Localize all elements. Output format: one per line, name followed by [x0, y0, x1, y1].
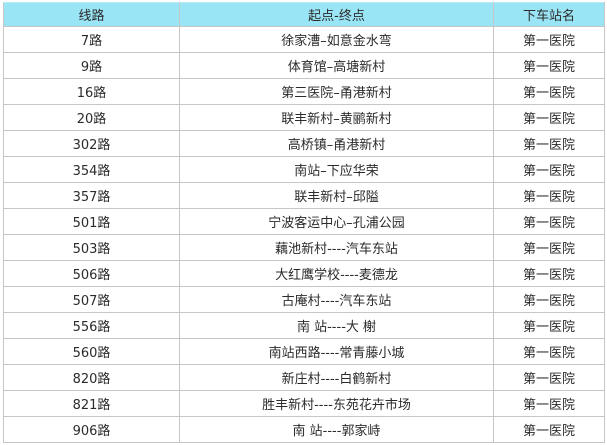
endpoints-cell: 高桥镇–甬港新村 — [179, 130, 494, 157]
route-cell: 821路 — [3, 390, 180, 417]
station-cell: 第一医院 — [493, 286, 605, 313]
column-header-route: 线路 — [3, 2, 180, 27]
route-cell: 503路 — [3, 234, 180, 261]
table-row: 503路 藕池新村----汽车东站 第一医院 — [3, 234, 605, 261]
endpoints-cell: 藕池新村----汽车东站 — [179, 234, 494, 261]
table-row: 16路 第三医院–甬港新村 第一医院 — [3, 78, 605, 105]
table-row: 906路南 站----郭家峙 第一医院 — [3, 416, 605, 443]
route-cell: 7路 — [3, 26, 180, 53]
endpoints-cell: 联丰新村–黄鹂新村 — [179, 104, 494, 131]
endpoints-cell: 第三医院–甬港新村 — [179, 78, 494, 105]
table-row: 820路 新庄村----白鹤新村 第一医院 — [3, 364, 605, 391]
table-row: 556路南 站----大 榭第一医院 — [3, 312, 605, 339]
route-cell: 560路 — [3, 338, 180, 365]
table-body: 7路 徐家漕–如意金水弯 第一医院 9路 体育馆–高塘新村 第一医院 16路 第三医院–甬港新… — [3, 26, 605, 443]
route-cell: 820路 — [3, 364, 180, 391]
table-row: 560路 南站西路----常青藤小城 第一医院 — [3, 338, 605, 365]
station-cell: 第一医院 — [493, 260, 605, 287]
table-row: 302路 高桥镇–甬港新村 第一医院 — [3, 130, 605, 157]
table-row: 20路 联丰新村–黄鹂新村 第一医院 — [3, 104, 605, 131]
endpoints-cell: 南站–下应华荣 — [179, 156, 494, 183]
endpoints-cell: 古庵村----汽车东站 — [179, 286, 494, 313]
station-cell: 第一医院 — [493, 234, 605, 261]
endpoints-cell: 大红鹰学校----麦德龙 — [179, 260, 494, 287]
table-row: 357路 联丰新村–邱隘 第一医院 — [3, 182, 605, 209]
table-header-row: 线路 起点-终点 下车站名 — [3, 2, 605, 27]
endpoints-cell: 宁波客运中心–孔浦公园 — [179, 208, 494, 235]
station-cell: 第一医院 — [493, 312, 605, 339]
station-cell: 第一医院 — [493, 390, 605, 417]
station-cell: 第一医院 — [493, 52, 605, 79]
bus-routes-table-wrap: 线路 起点-终点 下车站名 7路 徐家漕–如意金水弯 第一医院 9路 体育馆–高塘新村第… — [3, 2, 605, 443]
table-row: 354路 南站–下应华荣 第一医院 — [3, 156, 605, 183]
table-row: 821路 胜丰新村----东苑花卉市场 第一医院 — [3, 390, 605, 417]
route-cell: 357路 — [3, 182, 180, 209]
station-cell: 第一医院 — [493, 364, 605, 391]
endpoints-cell: 南 站----郭家峙 — [179, 416, 494, 443]
table-row: 506路 大红鹰学校----麦德龙 第一医院 — [3, 260, 605, 287]
route-cell: 9路 — [3, 52, 180, 79]
endpoints-cell: 体育馆–高塘新村 — [179, 52, 494, 79]
route-cell: 906路 — [3, 416, 180, 443]
table-row: 501路 宁波客运中心–孔浦公园 第一医院 — [3, 208, 605, 235]
table-row: 9路 体育馆–高塘新村 第一医院 — [3, 52, 605, 79]
endpoints-cell: 南 站----大 榭 — [179, 312, 494, 339]
route-cell: 16路 — [3, 78, 180, 105]
station-cell: 第一医院 — [493, 130, 605, 157]
table-row: 507路 古庵村----汽车东站 第一医院 — [3, 286, 605, 313]
route-cell: 501路 — [3, 208, 180, 235]
endpoints-cell: 徐家漕–如意金水弯 — [179, 26, 494, 53]
station-cell: 第一医院 — [493, 208, 605, 235]
endpoints-cell: 联丰新村–邱隘 — [179, 182, 494, 209]
station-cell: 第一医院 — [493, 104, 605, 131]
column-header-station: 下车站名 — [493, 2, 605, 27]
route-cell: 556路 — [3, 312, 180, 339]
route-cell: 507路 — [3, 286, 180, 313]
station-cell: 第一医院 — [493, 416, 605, 443]
endpoints-cell: 南站西路----常青藤小城 — [179, 338, 494, 365]
route-cell: 302路 — [3, 130, 180, 157]
station-cell: 第一医院 — [493, 338, 605, 365]
bus-routes-table: 线路 起点-终点 下车站名 7路 徐家漕–如意金水弯 第一医院 9路 体育馆–高塘新村第… — [3, 2, 605, 443]
table-row: 7路 徐家漕–如意金水弯 第一医院 — [3, 26, 605, 53]
endpoints-cell: 胜丰新村----东苑花卉市场 — [179, 390, 494, 417]
column-header-endpoints: 起点-终点 — [179, 2, 494, 27]
endpoints-cell: 新庄村----白鹤新村 — [179, 364, 494, 391]
route-cell: 506路 — [3, 260, 180, 287]
station-cell: 第一医院 — [493, 26, 605, 53]
station-cell: 第一医院 — [493, 78, 605, 105]
route-cell: 20路 — [3, 104, 180, 131]
station-cell: 第一医院 — [493, 182, 605, 209]
station-cell: 第一医院 — [493, 156, 605, 183]
route-cell: 354路 — [3, 156, 180, 183]
